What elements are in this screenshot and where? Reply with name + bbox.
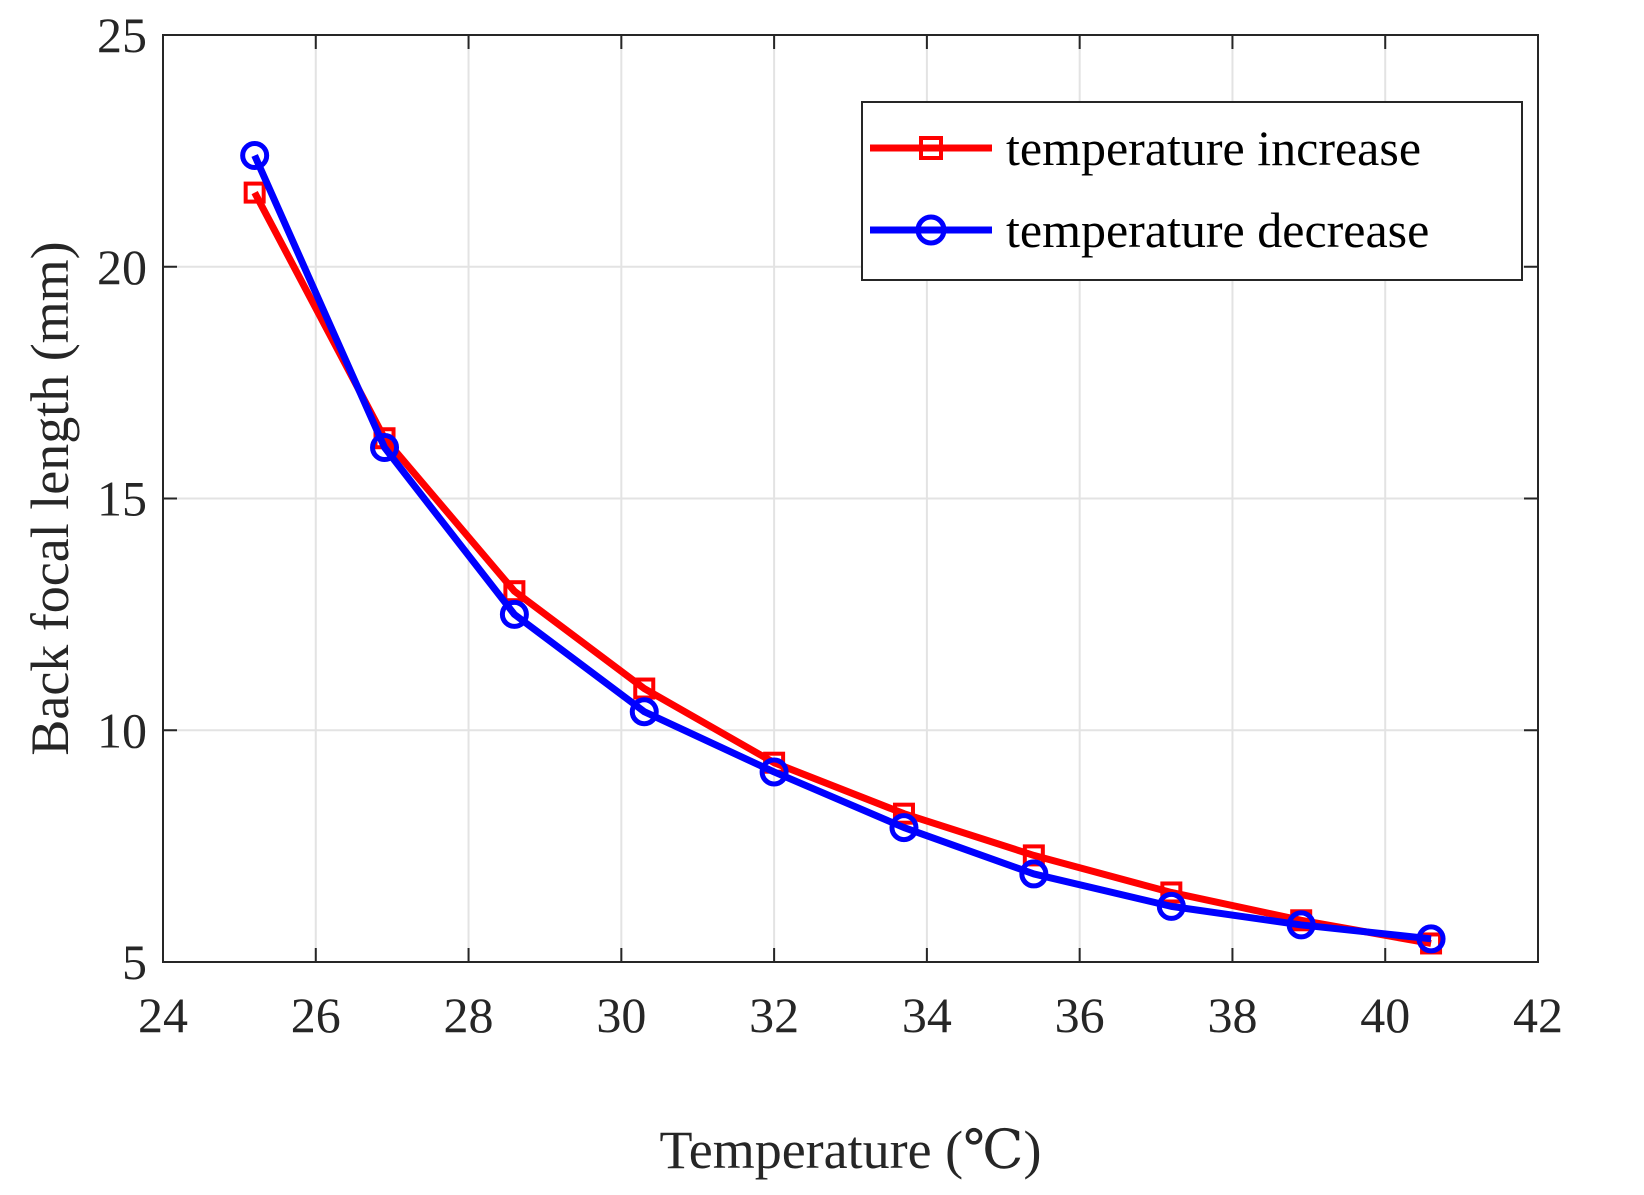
y-tick-label: 20 (97, 239, 147, 295)
x-tick-label: 34 (902, 987, 952, 1043)
data-point-square (243, 181, 266, 204)
series-1 (240, 141, 1446, 954)
legend-item: temperature increase (870, 120, 1421, 176)
y-tick-labels: 5 10 15 20 25 (97, 7, 147, 990)
data-point-circle (629, 697, 659, 727)
data-point-circle (1416, 924, 1446, 954)
data-point-circle (1156, 891, 1186, 921)
data-point-square (892, 802, 915, 825)
data-point-circle (370, 433, 400, 463)
data-point-circle (1286, 910, 1316, 940)
series-group (240, 141, 1446, 955)
x-tick-label: 24 (138, 987, 188, 1043)
x-tick-label: 40 (1360, 987, 1410, 1043)
legend-label: temperature decrease (1006, 202, 1429, 258)
data-point-circle (915, 214, 947, 246)
x-tick-label: 32 (749, 987, 799, 1043)
y-tick-label: 25 (97, 7, 147, 63)
legend-label: temperature increase (1006, 120, 1421, 176)
x-tick-label: 36 (1055, 987, 1105, 1043)
x-tick-label: 30 (596, 987, 646, 1043)
data-point-circle (240, 141, 270, 171)
data-point-circle (889, 813, 919, 843)
data-point-circle (1019, 859, 1049, 889)
y-tick-label: 15 (97, 471, 147, 527)
y-tick-label: 5 (122, 934, 147, 990)
x-tick-label: 38 (1207, 987, 1257, 1043)
x-axis-label: Temperature (℃) (660, 1120, 1042, 1180)
data-point-circle (759, 757, 789, 787)
legend-item: temperature decrease (870, 202, 1429, 258)
y-axis-label: Back focal length (mm) (20, 241, 80, 755)
series-line (251, 190, 1432, 947)
data-point-circle (499, 599, 529, 629)
x-tick-label: 28 (444, 987, 494, 1043)
legend: temperature increase temperature decrease (861, 101, 1523, 281)
data-point-square (1160, 881, 1183, 904)
x-tick-label: 42 (1513, 987, 1563, 1043)
x-tick-label: 26 (291, 987, 341, 1043)
axes (162, 34, 1539, 963)
series-line (251, 154, 1432, 943)
x-tick-labels: 24 26 28 30 32 34 36 38 40 42 (138, 987, 1563, 1043)
data-point-square (919, 136, 943, 160)
y-tick-label: 10 (97, 702, 147, 758)
legend-box (861, 101, 1523, 281)
